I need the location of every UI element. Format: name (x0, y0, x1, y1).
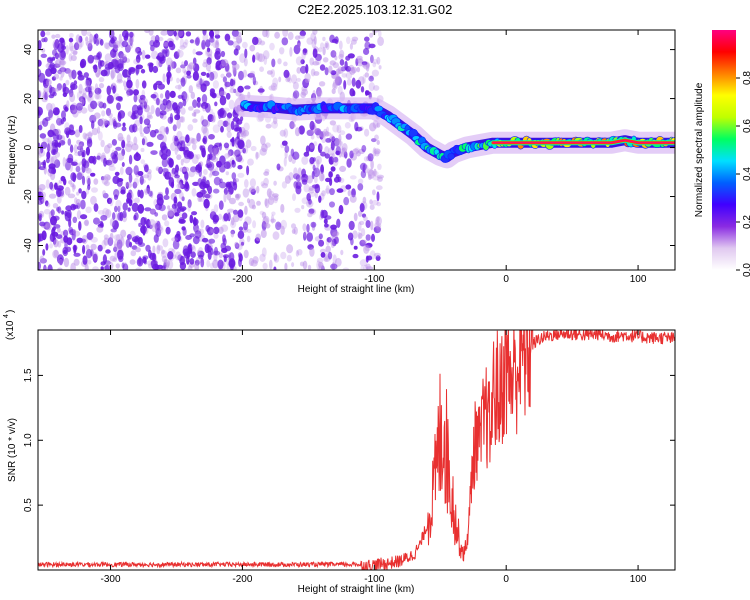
chart-title: C2E2.2025.103.12.31.G02 (298, 2, 453, 17)
snr-frame (37, 329, 676, 571)
x-tick-label: -300 (101, 574, 121, 585)
colorbar-tick-label: 0.6 (742, 119, 750, 133)
x-tick-label: -200 (232, 274, 252, 285)
snr-x-label: Height of straight line (km) (298, 584, 415, 595)
colorbar-gradient (712, 30, 736, 270)
spectrogram-y-ticks: 40 20 0 -20 -40 (23, 44, 675, 253)
snr-x-ticks: -300 -200 -100 0 100 (101, 330, 647, 585)
heatmap-area (38, 30, 675, 270)
heatmap-ridge (234, 94, 675, 169)
ridge-core-peak (492, 139, 675, 144)
spectrogram-panel: -300 -200 -100 0 100 40 20 0 -20 -40 Height of s… (7, 29, 676, 295)
colorbar-tick-label: 0.2 (742, 215, 750, 229)
snr-panel: -300 -200 -100 0 100 0.5 1.0 1.5 Height of str… (3, 310, 676, 595)
snr-scale-factor: (x10 4 ) (3, 310, 16, 340)
snr-series-line (38, 330, 675, 570)
colorbar-tick-label: 0.0 (742, 263, 750, 277)
spectrogram-x-ticks: -300 -200 -100 0 100 (101, 30, 647, 285)
y-tick-label: -20 (23, 189, 34, 204)
x-tick-label: 100 (630, 274, 647, 285)
colorbar-ticks: 0.0 0.2 0.4 0.6 0.8 (736, 71, 750, 277)
x-tick-label: 0 (503, 574, 509, 585)
spectrogram-frame (37, 29, 676, 271)
x-tick-label: 0 (503, 274, 509, 285)
colorbar-tick-label: 0.4 (742, 167, 750, 181)
x-tick-label: -200 (232, 574, 252, 585)
ridge-blob (447, 152, 455, 160)
colorbar-tick-label: 0.8 (742, 71, 750, 85)
spectrogram-x-label: Height of straight line (km) (298, 284, 415, 295)
y-tick-label: 1.5 (23, 368, 34, 382)
x-tick-label: -100 (364, 274, 384, 285)
colorbar-label: Normalized spectral amplitude (694, 82, 705, 217)
x-tick-label: -300 (101, 274, 121, 285)
y-tick-label: 40 (23, 44, 34, 56)
heatmap-noise (38, 30, 384, 270)
y-tick-label: 0.5 (23, 498, 34, 512)
y-tick-label: 20 (23, 93, 34, 105)
x-tick-label: 100 (630, 574, 647, 585)
snr-y-label: SNR (10 * v/v) (7, 418, 18, 482)
y-tick-label: 1.0 (23, 433, 34, 447)
snr-scale-exponent: 4 (3, 314, 10, 318)
snr-scale-close: ) (5, 310, 16, 313)
y-tick-label: 0 (23, 144, 34, 150)
y-tick-label: -40 (23, 238, 34, 253)
snr-scale-text: (x10 (5, 320, 16, 340)
colorbar: 0.0 0.2 0.4 0.6 0.8 Normalized spectral ampl… (694, 30, 750, 277)
spectrogram-y-label: Frequency (Hz) (7, 116, 18, 185)
snr-y-ticks: 0.5 1.0 1.5 (23, 368, 675, 512)
x-tick-label: -100 (364, 574, 384, 585)
snr-plot-area (38, 330, 675, 570)
